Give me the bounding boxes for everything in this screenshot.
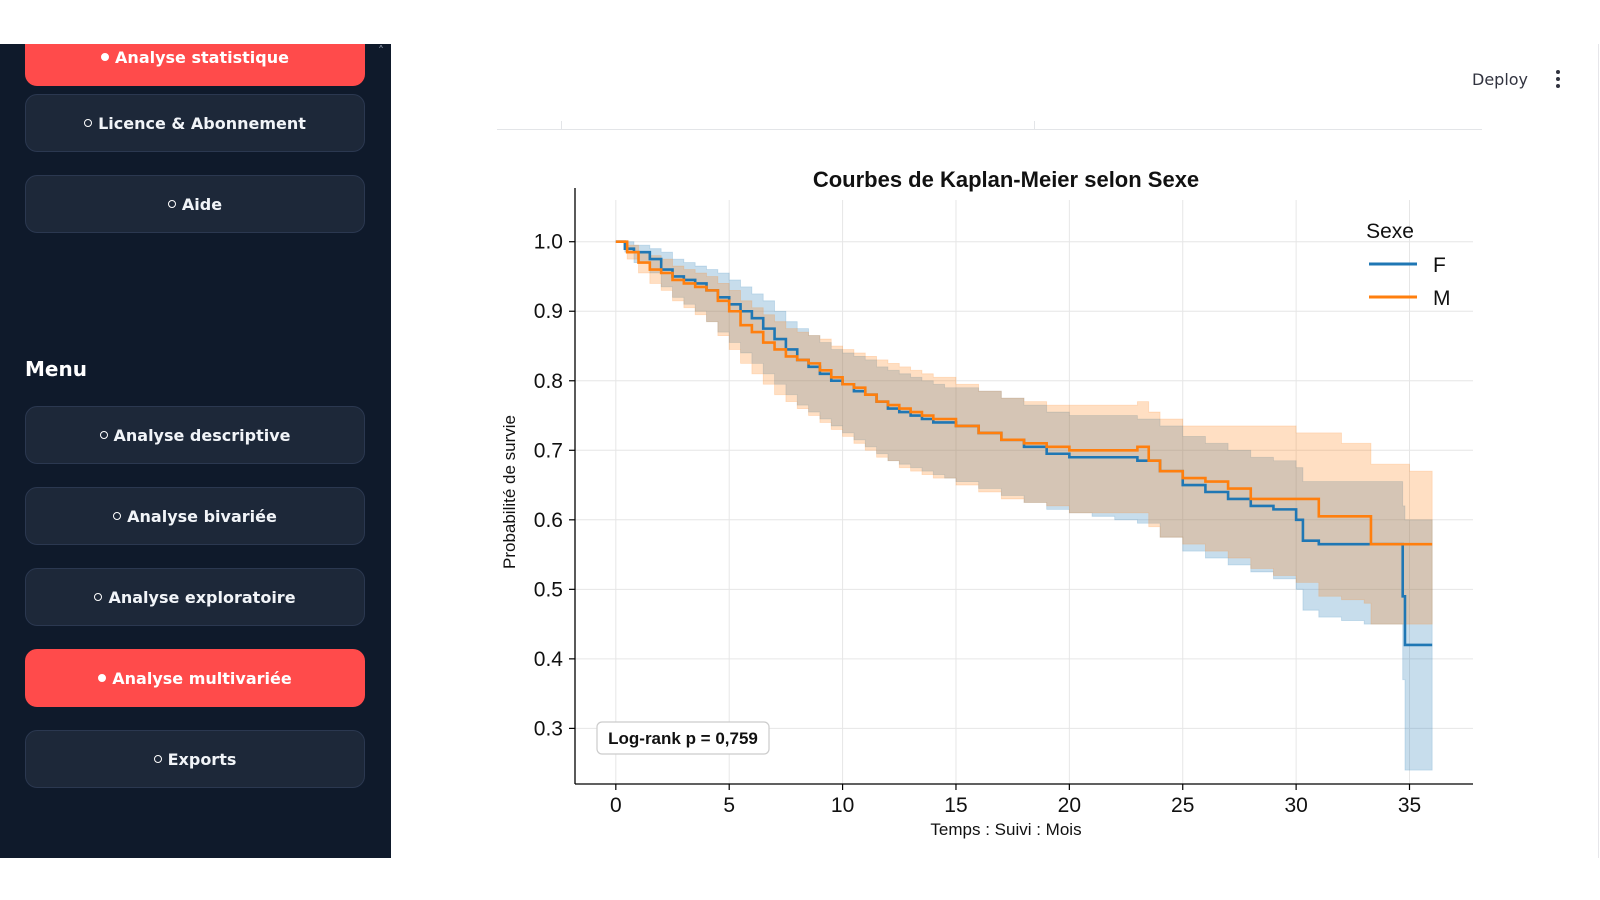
radio-dot-icon	[99, 431, 108, 439]
y-tick-label: 0.8	[534, 370, 563, 393]
x-tick-label: 0	[610, 794, 622, 817]
x-tick-label: 30	[1284, 794, 1307, 817]
x-tick-label: 5	[723, 794, 735, 817]
chart-title: Courbes de Kaplan-Meier selon Sexe	[813, 167, 1199, 192]
sidebar-item-label: Analyse bivariée	[127, 506, 277, 526]
x-tick-label: 35	[1398, 794, 1421, 817]
radio-dot-icon	[101, 53, 110, 61]
sidebar-item-label: Analyse descriptive	[113, 425, 291, 445]
y-tick-label: 0.7	[534, 439, 563, 462]
legend-label-m: M	[1433, 287, 1451, 310]
sidebar-item-analyse-statistique[interactable]: Analyse statistique	[25, 44, 365, 86]
sidebar-item-analyse-descriptive[interactable]: Analyse descriptive	[25, 406, 365, 464]
sidebar-item-exports[interactable]: Exports	[25, 730, 365, 788]
radio-dot-icon	[167, 200, 176, 208]
survival-line-m	[615, 240, 1433, 546]
kaplan-meier-chart: 0 5 10 15 20 25 30 35 0.3 0.4 0.5 0.6 0.7 0.8 0.9 1.0 Co…	[500, 167, 1473, 839]
radio-dot-icon	[94, 593, 103, 601]
menu-heading: Menu	[25, 357, 87, 381]
radio-dot-icon	[153, 755, 162, 763]
x-tick-label: 20	[1058, 794, 1081, 817]
sidebar-item-label: Analyse multivariée	[112, 668, 292, 688]
legend-label-f: F	[1433, 254, 1446, 277]
x-axis-label: Temps : Suivi : Mois	[930, 820, 1081, 839]
sidebar-item-licence[interactable]: Licence & Abonnement	[25, 94, 365, 152]
previous-chart-tick	[1034, 121, 1035, 129]
y-tick-label: 0.3	[534, 717, 563, 740]
logrank-annotation: Log-rank p = 0,759	[608, 729, 758, 748]
logrank-annotation-box	[596, 721, 770, 755]
radio-dot-icon	[98, 674, 107, 682]
sidebar: Analyse statistique ˄ Licence & Abonneme…	[0, 44, 391, 858]
x-tick-label: 15	[944, 794, 967, 817]
sidebar-item-analyse-bivariee[interactable]: Analyse bivariée	[25, 487, 365, 545]
sidebar-item-aide[interactable]: Aide	[25, 175, 365, 233]
sidebar-item-label: Analyse exploratoire	[108, 587, 296, 607]
radio-dot-icon	[113, 512, 122, 520]
sidebar-item-label: Licence & Abonnement	[98, 113, 306, 133]
previous-chart-bottom-rule	[497, 129, 1482, 130]
sidebar-item-label: Aide	[181, 194, 223, 214]
collapse-sidebar-icon[interactable]: ˄	[378, 44, 384, 58]
y-tick-label: 0.6	[534, 509, 563, 532]
scrollbar-edge	[1598, 44, 1599, 858]
ci-band-m	[615, 241, 1433, 625]
y-tick-label: 0.9	[534, 300, 563, 323]
sidebar-item-label: Analyse statistique	[115, 47, 289, 67]
y-tick-label: 0.4	[534, 648, 564, 671]
y-tick-label: 0.5	[534, 578, 563, 601]
deploy-button[interactable]: Deploy	[1472, 70, 1529, 89]
radio-dot-icon	[84, 119, 93, 127]
x-tick-label: 25	[1171, 794, 1194, 817]
y-tick-label: 1.0	[534, 231, 563, 254]
sidebar-item-label: Exports	[167, 749, 237, 769]
legend-title: Sexe	[1366, 220, 1414, 243]
sidebar-item-analyse-exploratoire[interactable]: Analyse exploratoire	[25, 568, 365, 626]
x-tick-label: 10	[831, 794, 854, 817]
sidebar-item-analyse-multivariee[interactable]: Analyse multivariée	[25, 649, 365, 707]
y-axis-label: Probabilité de survie	[500, 415, 519, 569]
previous-chart-tick	[561, 121, 562, 129]
kebab-vertical-icon[interactable]	[1552, 70, 1564, 92]
